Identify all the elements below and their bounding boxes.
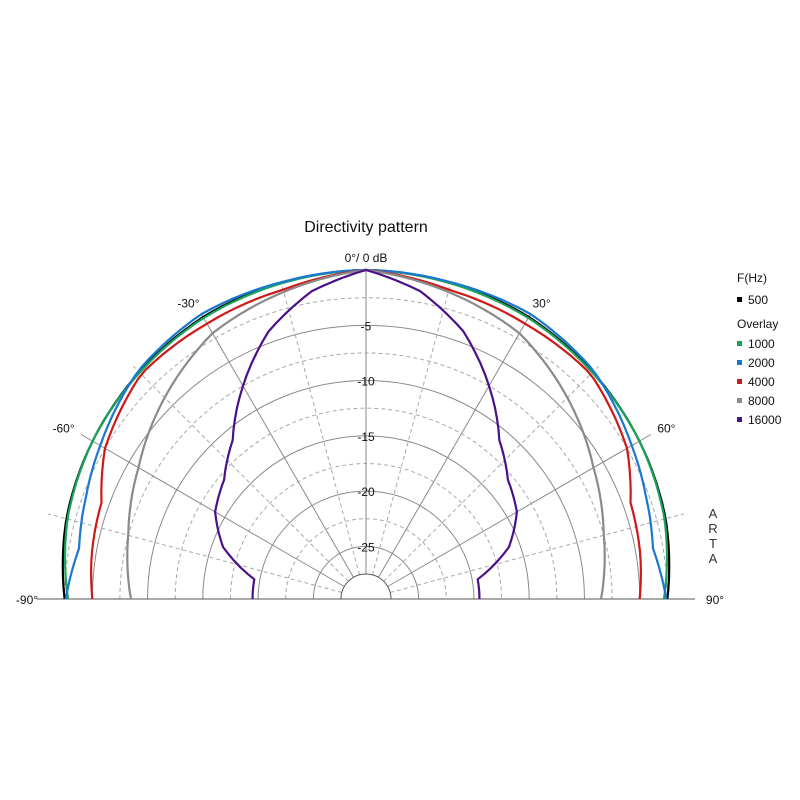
radial-label: -5 bbox=[361, 319, 372, 333]
legend-label: 1000 bbox=[748, 337, 775, 351]
brand-letter: A bbox=[709, 551, 718, 566]
grid-spoke bbox=[201, 313, 354, 578]
legend-swatch bbox=[737, 398, 742, 403]
legend-label: 2000 bbox=[748, 356, 775, 370]
radial-label: -15 bbox=[357, 430, 375, 444]
legend-header: F(Hz) bbox=[737, 271, 767, 285]
legend-label: 4000 bbox=[748, 375, 775, 389]
legend-swatch bbox=[737, 379, 742, 384]
grid-spoke bbox=[390, 513, 684, 594]
brand-letter: R bbox=[708, 521, 717, 536]
grid-spoke bbox=[133, 366, 349, 582]
radial-label: -25 bbox=[357, 540, 375, 554]
chart-title: Directivity pattern bbox=[304, 219, 428, 236]
angle-label: -60° bbox=[53, 422, 75, 436]
axis-labels: 0°/ 0 dB -90° -60° -30° 30° 60° 90° -5 -10 -15 -20… bbox=[16, 251, 724, 607]
grid-ring bbox=[285, 518, 447, 600]
series-line-16000 bbox=[214, 268, 518, 599]
grid-spoke bbox=[48, 513, 342, 594]
angle-label: -30° bbox=[177, 297, 199, 311]
label-top: 0°/ 0 dB bbox=[345, 251, 388, 265]
legend-swatch bbox=[737, 360, 742, 365]
series-curves bbox=[61, 268, 671, 600]
angle-label: 90° bbox=[706, 593, 724, 607]
radial-label: -20 bbox=[357, 485, 375, 499]
grid-spoke bbox=[80, 434, 345, 587]
radial-label: -10 bbox=[357, 375, 375, 389]
grid-spoke bbox=[387, 434, 652, 587]
legend-swatch bbox=[737, 417, 742, 422]
grid-spoke bbox=[280, 281, 361, 575]
legend-overlay-label: Overlay bbox=[737, 317, 778, 331]
legend-label: 500 bbox=[748, 293, 768, 307]
grid-spoke bbox=[378, 313, 531, 578]
angle-label: 30° bbox=[533, 297, 551, 311]
grid-spoke bbox=[383, 366, 599, 582]
polar-grid bbox=[37, 270, 695, 600]
grid-spoke bbox=[371, 281, 452, 575]
brand-letter: A bbox=[709, 506, 718, 521]
legend-swatch bbox=[737, 297, 742, 302]
legend-swatch bbox=[737, 341, 742, 346]
angle-label: -90° bbox=[16, 593, 38, 607]
brand-letter: T bbox=[709, 536, 717, 551]
grid-ring bbox=[64, 297, 668, 600]
grid-ring bbox=[174, 407, 558, 600]
grid-inner-ring bbox=[340, 573, 392, 600]
legend-label: 8000 bbox=[748, 394, 775, 408]
angle-label: 60° bbox=[657, 422, 675, 436]
legend: F(Hz) 500 Overlay 1000 2000 4000 8000 16000 bbox=[737, 271, 782, 427]
legend-label: 16000 bbox=[748, 413, 782, 427]
